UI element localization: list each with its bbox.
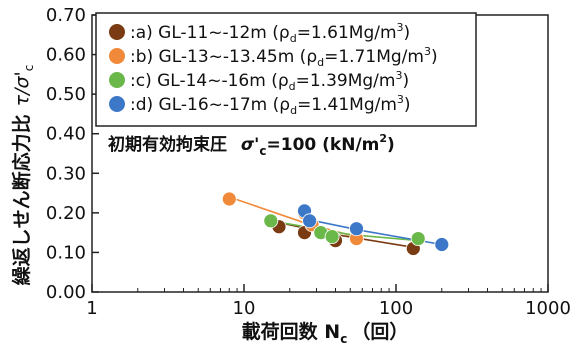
y-tick-label: 0.70 (46, 5, 86, 26)
axis-layer: 0.00 0.10 0.20 0.30 0.40 0.50 0.60 0.70 1 10 100 10… (46, 5, 571, 319)
x-axis-title: 載荷回数 Nc （回） (242, 320, 409, 343)
legend-label: :c) GL-14~-16m (ρd=1.39Mg/m3) (130, 69, 409, 93)
data-point (349, 221, 364, 237)
legend-label: :b) GL-13~-13.45m (ρd=1.71Mg/m3) (130, 45, 438, 69)
legend-label: :d) GL-16~-17m (ρd=1.41Mg/m3) (130, 93, 411, 117)
data-point (302, 213, 318, 229)
data-point (410, 231, 426, 247)
fit-line (270, 220, 419, 242)
data-point (324, 229, 340, 245)
legend-marker (109, 72, 125, 88)
y-tick-label: 0.60 (46, 45, 86, 66)
legend-box (95, 12, 477, 127)
y-tick-label: 0.40 (46, 124, 86, 145)
annotation: 初期有効拘束圧 σ'c=100 (kN/m2) (108, 132, 395, 158)
x-tick-label: 1000 (525, 298, 571, 319)
y-tick-label: 0.00 (46, 282, 86, 303)
y-tick-label: 0.20 (46, 203, 86, 224)
y-axis-title: 繰返しせん断応力比τ/σ'c (10, 65, 36, 286)
fit-line (229, 196, 363, 240)
legend: :a) GL-11~-12m (ρd=1.61Mg/m3):b) GL-13~-… (95, 12, 477, 127)
legend-marker (109, 24, 125, 40)
legend-marker (109, 96, 125, 112)
legend-label: :a) GL-11~-12m (ρd=1.61Mg/m3) (130, 21, 410, 45)
y-tick-label: 0.50 (46, 84, 86, 105)
legend-marker (109, 48, 125, 64)
x-tick-label: 10 (233, 298, 256, 319)
y-tick-label: 0.30 (46, 163, 86, 184)
y-tick-label: 0.10 (46, 242, 86, 263)
x-tick-label: 100 (379, 298, 413, 319)
data-point (434, 237, 450, 252)
data-points (221, 191, 450, 256)
data-point (221, 191, 237, 207)
data-point (263, 213, 279, 229)
svg-text:繰返しせん断応力比τ/σ'c: 繰返しせん断応力比τ/σ'c (10, 65, 36, 286)
x-tick-label: 1 (86, 298, 97, 319)
